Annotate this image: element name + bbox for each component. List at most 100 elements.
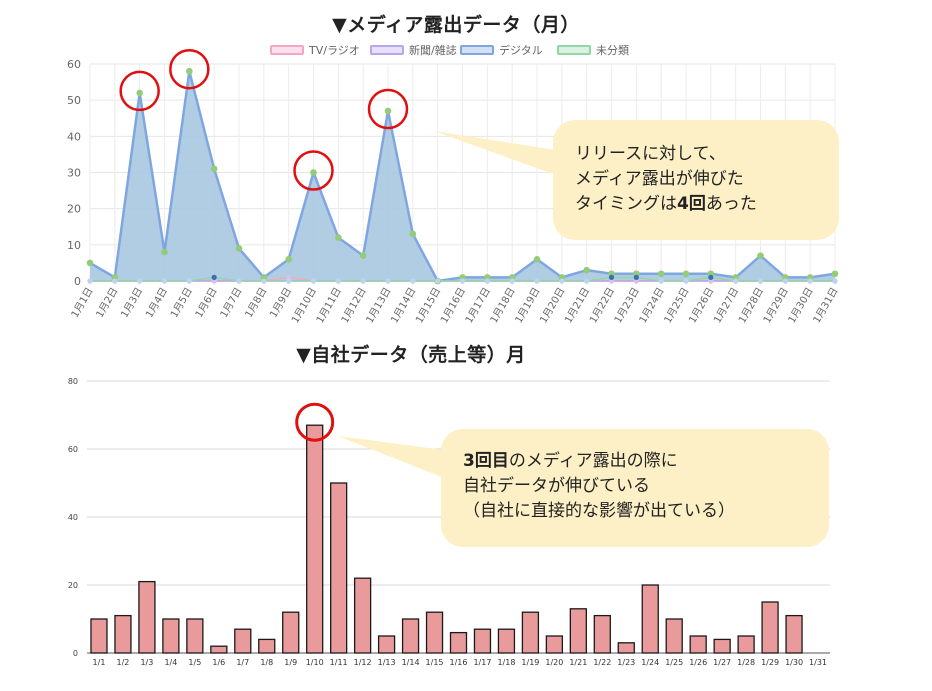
media-y-tick-label: 20 — [67, 203, 81, 216]
sales-x-tick-label: 1/19 — [521, 658, 539, 667]
sales-bar — [473, 628, 492, 654]
media-data-point — [807, 278, 813, 284]
media-exposure-chart: 01020304050601月1日1月2日1月3日1月4日1月5日1月6日1月7… — [67, 48, 841, 325]
media-data-point — [286, 274, 292, 280]
media-data-point — [186, 67, 193, 75]
sales-x-tick-label: 1/15 — [426, 658, 444, 667]
legend-swatch — [557, 45, 591, 55]
sales-x-tick-label: 1/11 — [330, 658, 348, 667]
media-y-tick-label: 0 — [74, 275, 81, 288]
media-data-point — [310, 169, 317, 176]
sales-x-tick-label: 1/9 — [284, 658, 297, 667]
media-data-point — [286, 278, 292, 284]
media-data-point — [608, 274, 615, 280]
media-callout-line2: メディア露出が伸びた — [575, 169, 744, 189]
media-data-point — [509, 278, 515, 284]
sales-peak-highlight — [295, 402, 335, 442]
sales-bar — [114, 614, 132, 654]
media-data-point — [584, 278, 590, 284]
media-data-point — [657, 270, 665, 278]
sales-x-tick-label: 1/26 — [689, 658, 707, 667]
media-data-point — [559, 278, 565, 284]
sales-bar — [258, 638, 276, 654]
sales-y-tick-label: 60 — [68, 445, 78, 454]
media-data-point — [235, 245, 243, 252]
media-data-point — [87, 278, 93, 284]
media-callout-line1: リリースに対して、 — [575, 144, 726, 164]
sales-callout-line1: 3回目のメディア露出の際に — [463, 449, 829, 474]
sales-x-tick-label: 1/23 — [617, 658, 635, 667]
sales-bar — [449, 631, 468, 654]
legend-swatch — [370, 45, 404, 55]
media-y-tick-label: 10 — [67, 239, 81, 252]
sales-bar — [761, 601, 779, 654]
legend-item[interactable]: TV/ラジオ — [270, 42, 360, 58]
media-data-point — [633, 274, 639, 280]
sales-bar — [689, 635, 707, 654]
media-data-point — [86, 259, 94, 267]
media-data-point — [161, 278, 168, 284]
sales-x-tick-label: 1/30 — [785, 658, 803, 667]
legend-item[interactable]: 新聞/雑誌 — [370, 42, 457, 58]
media-data-point — [211, 274, 217, 280]
sales-x-tick-label: 1/6 — [212, 658, 225, 667]
sales-x-tick-label: 1/17 — [473, 658, 491, 667]
media-data-point — [236, 278, 242, 284]
media-data-point — [782, 278, 788, 284]
sales-bar — [162, 618, 180, 654]
media-data-point — [335, 278, 341, 284]
sales-bar — [497, 628, 516, 654]
sales-bar — [593, 614, 611, 654]
sales-bar — [425, 611, 444, 654]
media-data-point — [708, 274, 714, 280]
sales-x-tick-label: 1/22 — [593, 658, 611, 667]
sales-x-tick-label: 1/29 — [761, 658, 779, 667]
media-data-point — [136, 89, 143, 97]
legend-label: TV/ラジオ — [309, 44, 360, 57]
sales-bar — [401, 618, 420, 654]
sales-bar — [377, 635, 396, 654]
legend-label: 新聞/雑誌 — [409, 44, 457, 57]
media-data-point — [683, 278, 689, 284]
sales-bar — [641, 584, 659, 654]
sales-x-tick-label: 1/3 — [140, 658, 153, 667]
sales-x-tick-label: 1/7 — [236, 658, 249, 667]
sales-bar — [737, 635, 755, 654]
sales-x-tick-label: 1/27 — [713, 658, 731, 667]
sales-x-tick-label: 1/1 — [93, 658, 106, 667]
media-data-point — [633, 278, 639, 284]
media-y-tick-label: 40 — [67, 130, 81, 143]
sales-x-tick-label: 1/2 — [117, 658, 130, 667]
media-data-point — [384, 107, 392, 115]
sales-bar — [713, 638, 731, 654]
legend-item[interactable]: デジタル — [460, 42, 543, 58]
media-callout-line3: タイミングは4回あった — [575, 192, 839, 217]
sales-bar — [90, 618, 108, 654]
media-data-point — [608, 278, 615, 284]
media-data-point — [831, 270, 839, 278]
media-data-point — [832, 278, 838, 284]
sales-bar — [521, 611, 540, 654]
sales-bar — [545, 635, 564, 654]
sales-bar — [785, 614, 803, 654]
sales-x-tick-label: 1/25 — [665, 658, 683, 667]
sales-x-tick-label: 1/14 — [402, 658, 420, 667]
sales-x-tick-label: 1/8 — [260, 658, 273, 667]
sales-x-tick-label: 1/31 — [809, 658, 827, 667]
media-data-point — [211, 278, 217, 284]
media-data-point — [360, 278, 366, 284]
sales-callout-pointer — [338, 436, 444, 478]
sales-callout-line3: （自社に直接的な影響が出ている） — [463, 501, 735, 521]
media-data-point — [385, 278, 391, 284]
media-data-point — [757, 278, 764, 284]
sales-x-tick-label: 1/24 — [641, 658, 659, 667]
legend-item[interactable]: 未分類 — [557, 42, 629, 58]
media-data-point — [733, 278, 739, 284]
sales-x-tick-label: 1/20 — [545, 658, 563, 667]
media-y-tick-label: 60 — [67, 58, 81, 71]
sales-bar — [210, 645, 228, 654]
media-data-point — [335, 234, 342, 241]
sales-x-tick-label: 1/10 — [306, 658, 324, 667]
media-peak-highlight — [367, 88, 409, 130]
sales-callout-line1-post: のメディア露出の際に — [508, 451, 678, 471]
